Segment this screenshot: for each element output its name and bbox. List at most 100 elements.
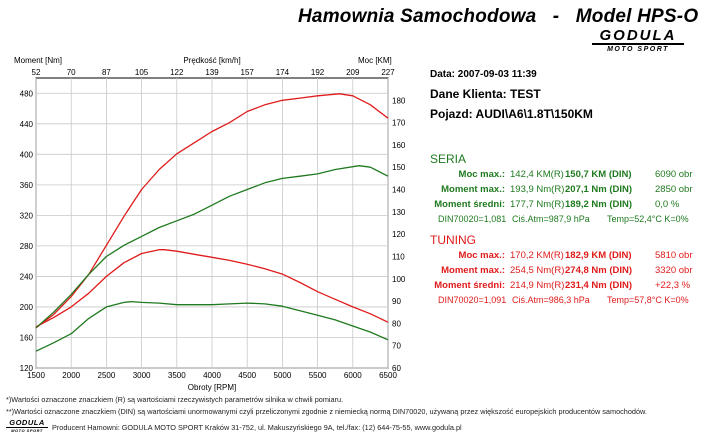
value-percent: 0,0 % xyxy=(655,199,680,210)
row-label: Moment średni: xyxy=(434,199,505,210)
y-left-tick-label: 400 xyxy=(20,150,34,159)
top-tick-label: 139 xyxy=(205,68,219,77)
top-tick-label: 52 xyxy=(32,68,41,77)
y-right-tick-label: 180 xyxy=(392,96,406,105)
top-tick-label: 87 xyxy=(102,68,111,77)
value-real: 193,9 Nm(R) xyxy=(510,184,565,195)
x-tick-label: 2500 xyxy=(98,371,116,380)
value-real: 170,2 KM(R) xyxy=(510,250,564,261)
din-factor: DIN70020=1,091 xyxy=(438,295,507,305)
vehicle-info: Pojazd: AUDI\A6\1.8T\150KM xyxy=(430,107,593,121)
y-right-tick-label: 110 xyxy=(392,252,405,261)
value-rpm: 5810 obr xyxy=(655,250,693,261)
page-title: Hamownia Samochodowa - Model HPS-O xyxy=(298,6,699,27)
top-tick-label: 209 xyxy=(346,68,360,77)
din-factor: DIN70020=1,081 xyxy=(438,214,507,224)
x-tick-label: 3000 xyxy=(133,371,151,380)
top-tick-label: 105 xyxy=(135,68,149,77)
test-date: Data: 2007-09-03 11:39 xyxy=(430,69,537,80)
y-left-tick-label: 320 xyxy=(20,211,34,220)
tuning-row-conditions: DIN70020=1,091 Ciś.Atm=986,3 hPa Temp=57… xyxy=(0,293,689,308)
row-label: Moment średni: xyxy=(434,280,505,291)
value-real: 177,7 Nm(R) xyxy=(510,199,565,210)
value-din: 207,1 Nm (DIN) xyxy=(565,184,633,195)
x-tick-label: 3500 xyxy=(168,371,186,380)
seria-torque-line xyxy=(35,300,389,352)
x-tick-label: 6000 xyxy=(344,371,362,380)
x-tick-label: 1500 xyxy=(27,371,45,380)
value-percent: +22,3 % xyxy=(655,280,691,291)
tuning-torque-line xyxy=(35,249,389,328)
top-tick-label: 227 xyxy=(381,68,395,77)
tick-labels: 1500 52 2000 70 2500 87 3000 105 3500 122 4000 139 4… xyxy=(20,68,406,380)
y-right-tick-label: 100 xyxy=(392,275,406,284)
atm-pressure: Ciś.Atm=986,3 hPa xyxy=(512,295,590,305)
top-tick-label: 122 xyxy=(170,68,184,77)
row-label: Moment max.: xyxy=(441,184,505,195)
footer-logo: GODULA MOTO SPORT xyxy=(6,419,48,433)
y-left-tick-label: 120 xyxy=(20,364,34,373)
y-right-tick-label: 150 xyxy=(392,163,406,172)
y-right-axis-label: Moc [KM] xyxy=(358,56,392,65)
value-din: 189,2 Nm (DIN) xyxy=(565,199,633,210)
y-left-tick-label: 440 xyxy=(20,120,34,129)
row-label: Moc max.: xyxy=(458,250,505,261)
value-real: 142,4 KM(R) xyxy=(510,169,564,180)
y-left-tick-label: 160 xyxy=(20,333,34,342)
tuning-power-line xyxy=(35,93,389,329)
seria-row-avg-torque: Moment średni: 177,7 Nm(R) 189,2 Nm (DIN… xyxy=(0,197,679,212)
row-label: Moment max.: xyxy=(441,265,505,276)
value-din: 150,7 KM (DIN) xyxy=(565,169,632,180)
y-right-tick-label: 80 xyxy=(392,319,401,328)
y-left-tick-label: 480 xyxy=(20,89,34,98)
x-tick-label: 4500 xyxy=(238,371,256,380)
tuning-heading: TUNING xyxy=(430,233,476,247)
y-right-tick-label: 120 xyxy=(392,230,406,239)
top-axis-label: Prędkość [km/h] xyxy=(183,56,240,65)
x-tick-label: 5000 xyxy=(274,371,292,380)
x-axis-label: Obroty [RPM] xyxy=(188,383,236,392)
seria-results: Moc max.: 142,4 KM(R) 150,7 KM (DIN) 609… xyxy=(0,167,693,227)
y-left-tick-label: 200 xyxy=(20,303,34,312)
y-right-tick-label: 130 xyxy=(392,208,406,217)
value-rpm: 3320 obr xyxy=(655,265,693,276)
value-din: 182,9 KM (DIN) xyxy=(565,250,632,261)
footnote-din: **)Wartości oznaczone znaczkiem (DIN) są… xyxy=(6,407,647,416)
footer-logo-name: GODULA xyxy=(6,419,48,428)
temperature: Temp=52,4°C K=0% xyxy=(607,214,689,224)
producer-info: Producent Hamowni: GODULA MOTO SPORT Kra… xyxy=(52,423,462,432)
y-left-axis-label: Moment [Nm] xyxy=(14,56,62,65)
y-right-tick-label: 140 xyxy=(392,186,406,195)
x-tick-label: 2000 xyxy=(62,371,80,380)
tuning-row-avg-torque: Moment średni: 214,9 Nm(R) 231,4 Nm (DIN… xyxy=(0,278,690,293)
value-din: 231,4 Nm (DIN) xyxy=(565,280,633,291)
tuning-row-torque: Moment max.: 254,5 Nm(R) 274,8 Nm (DIN) … xyxy=(0,263,692,278)
seria-heading: SERIA xyxy=(430,152,467,166)
value-rpm: 6090 obr xyxy=(655,169,693,180)
seria-row-torque: Moment max.: 193,9 Nm(R) 207,1 Nm (DIN) … xyxy=(0,182,692,197)
y-right-tick-label: 90 xyxy=(392,297,401,306)
seria-row-power: Moc max.: 142,4 KM(R) 150,7 KM (DIN) 609… xyxy=(0,167,693,182)
row-label: Moc max.: xyxy=(458,169,505,180)
value-real: 254,5 Nm(R) xyxy=(510,265,565,276)
y-right-tick-label: 70 xyxy=(392,342,401,351)
top-tick-label: 157 xyxy=(241,68,255,77)
value-real: 214,9 Nm(R) xyxy=(510,280,565,291)
footer-logo-subtitle: MOTO SPORT xyxy=(11,428,43,433)
tuning-results: Moc max.: 170,2 KM(R) 182,9 KM (DIN) 581… xyxy=(0,248,693,308)
seria-power-line xyxy=(35,165,389,329)
brand-name: GODULA xyxy=(592,28,684,45)
y-left-tick-label: 360 xyxy=(20,181,34,190)
top-tick-label: 70 xyxy=(67,68,76,77)
y-left-tick-label: 240 xyxy=(20,272,34,281)
top-tick-label: 174 xyxy=(276,68,290,77)
tuning-row-power: Moc max.: 170,2 KM(R) 182,9 KM (DIN) 581… xyxy=(0,248,693,263)
brand-logo: GODULA MOTO SPORT xyxy=(592,28,684,54)
brand-subtitle: MOTO SPORT xyxy=(607,46,669,53)
y-right-tick-label: 60 xyxy=(392,364,401,373)
x-tick-label: 4000 xyxy=(203,371,221,380)
seria-row-conditions: DIN70020=1,081 Ciś.Atm=987,9 hPa Temp=52… xyxy=(0,212,689,227)
y-right-tick-label: 170 xyxy=(392,119,406,128)
value-rpm: 2850 obr xyxy=(655,184,693,195)
y-left-tick-label: 280 xyxy=(20,242,34,251)
